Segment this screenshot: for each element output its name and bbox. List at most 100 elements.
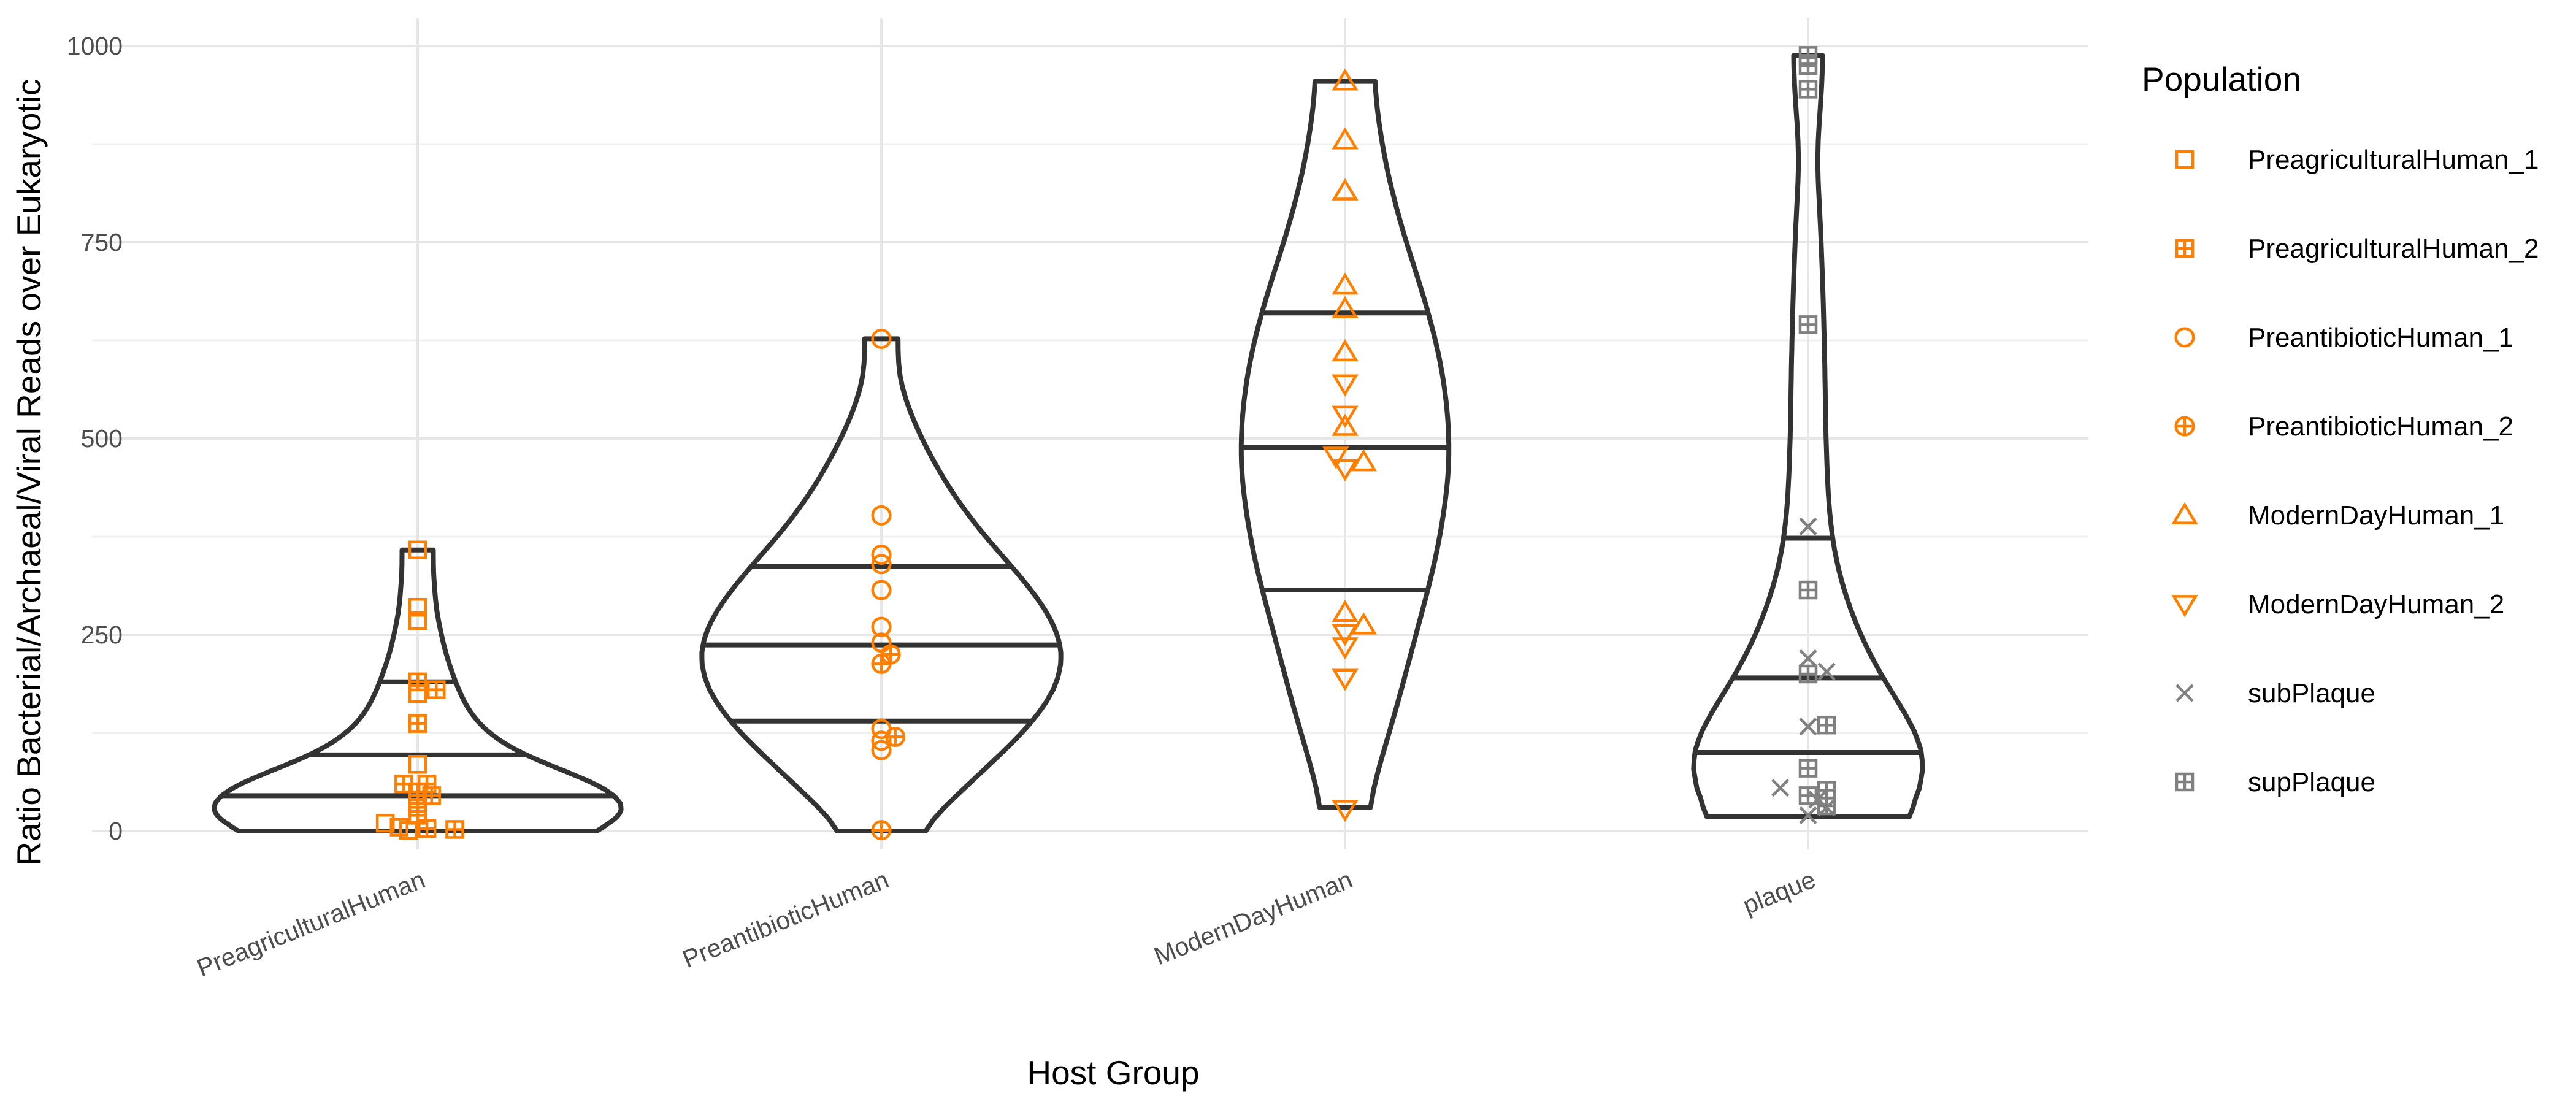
data-point [871,554,892,575]
marker-part [2174,327,2195,348]
marker-part [2175,684,2194,702]
violin-outline [699,336,1064,833]
legend-swatch [2174,327,2195,348]
legend: Population PreagriculturalHuman_1 Preagri… [2142,60,2539,797]
data-point [426,680,446,699]
marker-part [1332,800,1359,822]
point-layer [375,46,1836,841]
data-point [1799,649,1817,667]
legend-swatch [2171,595,2198,618]
x-tick-label: plaque [1739,865,1819,920]
legend-label: ModernDayHuman_1 [2248,500,2504,531]
data-point [408,714,427,733]
data-point [1332,272,1359,295]
marker-part [1332,68,1359,91]
y-tick-label: 0 [109,817,123,845]
marker-part [1332,374,1359,397]
data-point [1332,68,1359,91]
data-point [375,813,395,833]
data-point [1799,806,1817,824]
data-point [871,328,892,349]
y-tick-label: 250 [81,621,123,649]
violin-outline [1691,53,1925,819]
marker-part [1322,446,1349,469]
x-tick-label: ModernDayHuman [1150,865,1356,971]
data-point [1798,315,1818,334]
marker-part [871,740,892,760]
legend-label: PreagriculturalHuman_2 [2248,234,2539,264]
y-tick-label: 500 [81,424,123,453]
marker-part [1332,599,1359,622]
marker-part [1332,178,1359,201]
data-point [399,821,418,840]
marker-part [408,754,427,774]
data-point [1798,664,1818,684]
marker-part [1332,459,1359,481]
marker-part [399,821,418,840]
data-point [871,505,892,526]
marker-part [408,597,427,617]
axis-layer: 0 250 500 750 1000 PreagriculturalHuman Preant… [67,32,1820,983]
data-point [1332,668,1359,691]
data-point [1332,339,1359,362]
data-point [1332,296,1359,318]
data-point [408,611,427,630]
marker-part [408,540,427,560]
legend-swatch [2175,150,2195,169]
data-point [417,819,437,838]
legend-label: subPlaque [2248,678,2375,708]
marker-part [1771,779,1790,797]
data-point [1332,637,1359,660]
data-point [1798,580,1818,600]
data-point [1332,127,1359,150]
legend-label: supPlaque [2248,767,2375,797]
data-point [871,730,892,751]
data-point [871,544,892,565]
data-point [445,820,464,839]
data-point [1332,405,1359,428]
marker-part [1799,517,1817,535]
marker-part [408,684,427,703]
data-point [1332,413,1359,436]
legend-swatch [2174,416,2195,437]
data-point [1799,517,1817,535]
data-point [1332,459,1359,481]
marker-part [1817,662,1836,681]
marker-part [1332,272,1359,295]
data-point [871,740,892,760]
legend-label: ModernDayHuman_2 [2248,589,2504,619]
data-point [1817,662,1836,681]
data-point [1771,779,1790,797]
data-point [1817,799,1836,817]
marker-part [871,730,892,751]
marker-part [2171,502,2198,524]
marker-part [1332,413,1359,436]
data-point [1332,624,1359,646]
data-point [1332,374,1359,397]
y-axis-title: Ratio Bacterial/Archaeal/Viral Reads ove… [10,79,48,866]
data-point [408,684,427,703]
marker-part [1332,127,1359,150]
marker-part [1332,624,1359,646]
data-point [1332,599,1359,622]
marker-part [1332,668,1359,691]
marker-part [408,611,427,630]
data-point [871,616,892,637]
data-point [408,754,427,774]
data-point [871,580,892,600]
legend-label: PreantibioticHuman_1 [2248,323,2513,353]
data-point [1322,446,1349,469]
x-tick-label: PreantibioticHuman [678,865,892,974]
violin-layer [212,53,1925,833]
legend-label: PreagriculturalHuman_1 [2248,145,2539,175]
violin-outline [212,547,624,833]
marker-part [375,813,395,833]
marker-part [1350,449,1377,472]
marker-part [1799,806,1817,824]
data-point [1332,800,1359,822]
legend-swatch [2171,502,2198,524]
marker-part [2171,595,2198,618]
data-point [1817,715,1836,735]
data-point [1799,718,1817,736]
